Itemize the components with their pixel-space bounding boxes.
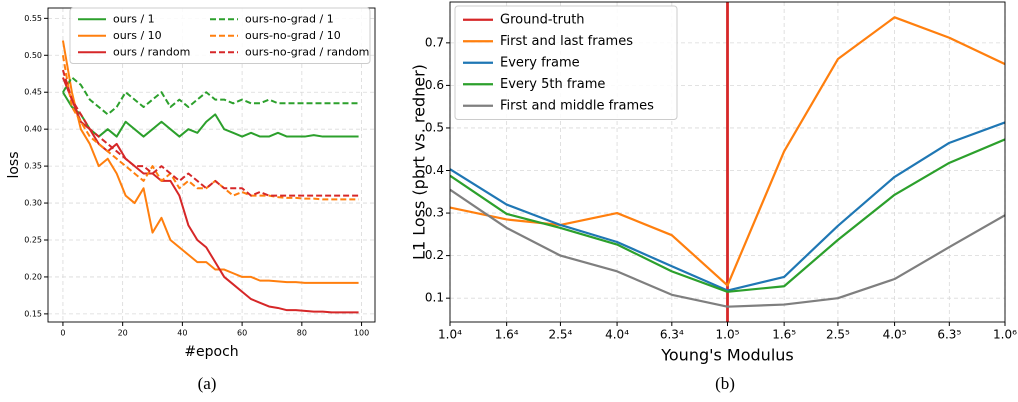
legend-label: First and last frames [500, 34, 633, 49]
legend-label: ours-no-grad / 1 [245, 12, 334, 25]
x-tick-label: 60 [237, 328, 247, 337]
legend-box [454, 5, 678, 120]
plot-frame [449, 1, 1006, 323]
x-tick-label: 100 [354, 328, 369, 337]
caption: (a) [198, 374, 217, 393]
y-tick-label: 0.2 [425, 248, 444, 262]
x-tick-label: 2.5⁵ [826, 328, 850, 342]
x-tick-label: 6.3⁴ [660, 328, 684, 342]
x-tick-label: 1.0⁶ [993, 328, 1017, 342]
y-tick-label: 0.7 [425, 35, 444, 49]
legend-label: First and middle frames [500, 98, 654, 113]
x-tick-label: 2.5⁴ [548, 328, 572, 342]
legend-label: ours-no-grad / random [245, 45, 369, 58]
series-line [450, 188, 1005, 308]
y-tick-label: 0.5 [425, 120, 444, 134]
x-tick-label: 80 [297, 328, 307, 337]
series-line [450, 138, 1005, 293]
y-axis-label: loss [6, 151, 22, 178]
y-tick-label: 0.6 [425, 78, 444, 92]
y-tick-label: 0.50 [24, 51, 42, 60]
x-axis-label: Young's Modulus [660, 346, 794, 365]
y-axis-label: L1 Loss (pbrt vs. redner) [410, 64, 429, 260]
series-line [450, 121, 1005, 292]
series-line [61, 69, 359, 197]
x-tick-label: 6.3⁵ [937, 328, 961, 342]
x-tick-label: 0 [60, 328, 65, 337]
legend-label: ours / random [113, 45, 190, 58]
legend-label: Every frame [500, 55, 580, 70]
series-line [61, 40, 359, 284]
x-tick-label: 4.0⁴ [605, 328, 629, 342]
legend-label: Every 5th frame [500, 77, 605, 92]
y-tick-label: 0.35 [24, 162, 42, 171]
caption: (b) [715, 374, 735, 393]
legend-label: ours-no-grad / 10 [245, 29, 341, 42]
y-tick-label: 0.30 [24, 199, 42, 208]
y-tick-label: 0.40 [24, 125, 42, 134]
y-tick-label: 0.45 [24, 88, 42, 97]
x-tick-label: 1.6⁴ [495, 328, 519, 342]
legend-label: ours / 10 [113, 29, 162, 42]
x-axis-label: #epoch [184, 344, 238, 360]
series-line [61, 55, 359, 201]
x-tick-label: 1.0⁴ [438, 328, 462, 342]
series-line [62, 76, 359, 116]
y-tick-label: 0.25 [24, 235, 42, 244]
y-tick-label: 0.3 [425, 206, 444, 220]
y-tick-label: 0.1 [425, 291, 444, 305]
y-tick-label: 0.55 [24, 14, 42, 23]
x-tick-label: 1.0⁵ [716, 328, 740, 342]
y-tick-label: 0.20 [24, 272, 42, 281]
x-tick-label: 4.0⁵ [883, 328, 907, 342]
legend-label: ours / 1 [113, 12, 155, 25]
series-line [62, 91, 359, 138]
legend-label: Ground-truth [500, 12, 585, 27]
x-tick-label: 40 [177, 328, 187, 337]
y-tick-label: 0.4 [425, 163, 444, 177]
x-tick-label: 20 [118, 328, 128, 337]
y-tick-label: 0.15 [24, 309, 42, 318]
x-tick-label: 1.6⁵ [772, 328, 796, 342]
